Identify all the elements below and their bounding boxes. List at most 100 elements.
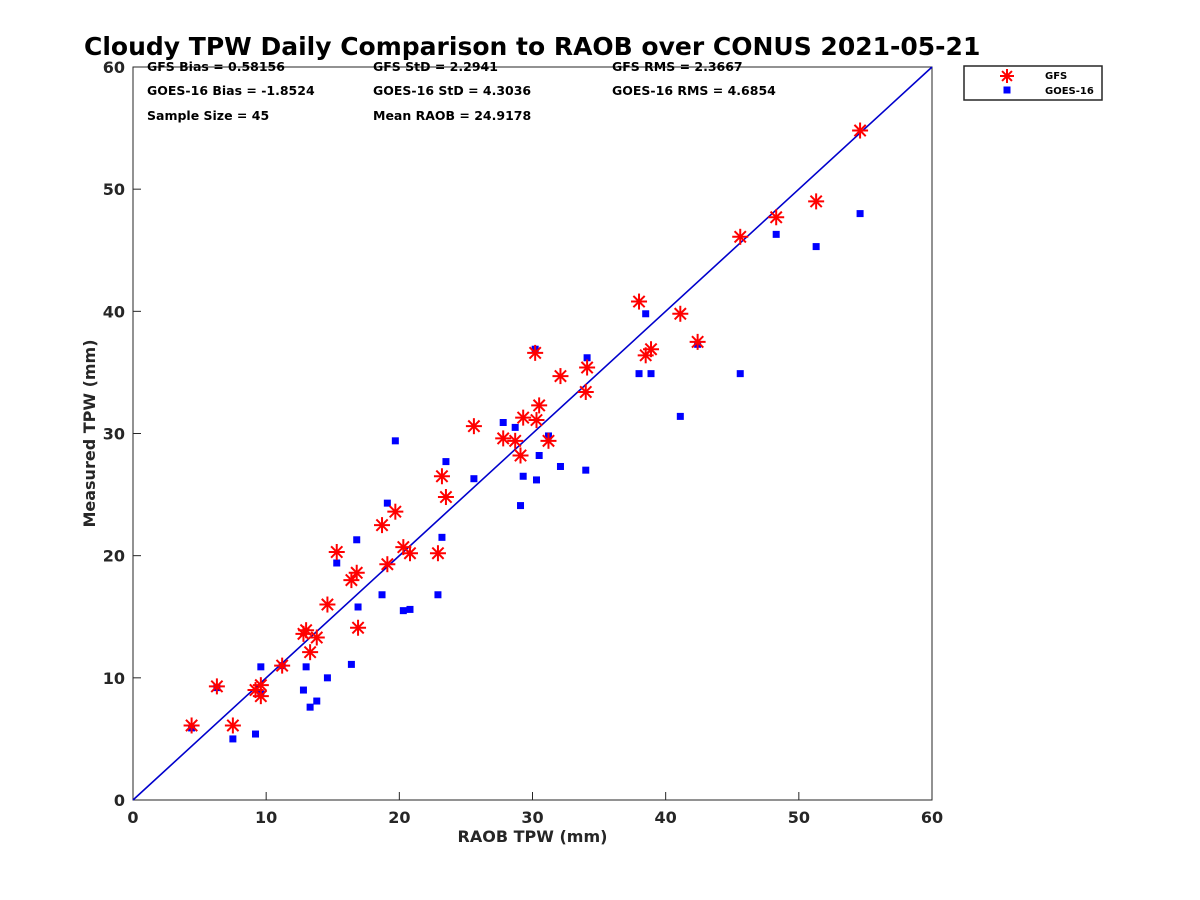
gfs-point [348, 564, 365, 581]
x-tick-label: 10 [255, 808, 277, 827]
series-goes16 [188, 210, 864, 743]
goes16-point [499, 419, 507, 427]
legend-gfs-label: GFS [1045, 71, 1067, 82]
legend-box [963, 65, 1103, 101]
one-to-one-line [132, 66, 933, 801]
gfs-point [319, 596, 336, 613]
gfs-point [433, 468, 450, 485]
gfs-point [528, 412, 545, 429]
y-tick-label: 0 [114, 791, 125, 810]
goes16-point [519, 472, 527, 480]
goes16-point [353, 536, 361, 544]
gfs-point [732, 228, 749, 245]
goes16-point [517, 502, 525, 510]
goes16-point [676, 412, 684, 420]
legend: GFS GOES-16 [963, 65, 1103, 101]
goes16-point [302, 663, 310, 671]
gfs-point [515, 409, 532, 426]
goes16-point [383, 499, 391, 507]
gfs-point [531, 397, 548, 414]
gfs-point [224, 717, 241, 734]
goes16-point [856, 210, 864, 218]
stat-text: GFS Bias = 0.58156 [147, 59, 285, 74]
stat-text: GOES-16 Bias = -1.8524 [147, 83, 315, 98]
stat-text: GOES-16 RMS = 4.6854 [612, 83, 776, 98]
gfs-point [852, 122, 869, 139]
goes16-point [378, 591, 386, 599]
goes16-point [442, 458, 450, 466]
goes16-point [812, 243, 820, 251]
x-tick-label: 0 [127, 808, 138, 827]
goes16-point [470, 475, 478, 483]
goes16-point [556, 462, 564, 470]
stat-text: Sample Size = 45 [147, 108, 269, 123]
data-marks [183, 122, 869, 743]
gfs-point [374, 517, 391, 534]
gfs-point [512, 447, 529, 464]
gfs-point [343, 572, 360, 589]
x-tick-label: 60 [921, 808, 943, 827]
goes16-point [229, 735, 237, 743]
stats-annotations: GFS Bias = 0.58156 GFS StD = 2.2941 GFS RM… [147, 59, 776, 123]
stat-text: GFS StD = 2.2941 [373, 59, 498, 74]
goes16-point [583, 354, 591, 362]
gfs-point [308, 629, 325, 646]
goes16-point [582, 466, 590, 474]
gfs-point [768, 209, 785, 226]
gfs-point [495, 430, 512, 447]
gfs-point [328, 544, 345, 561]
gfs-point [252, 677, 269, 694]
axis-ticks: 0 10 20 30 40 50 60 0 10 20 30 40 50 60 [103, 58, 943, 827]
gfs-point [429, 545, 446, 562]
gfs-point [208, 678, 225, 695]
gfs-point [387, 503, 404, 520]
gfs-point [527, 344, 544, 361]
x-axis-label: RAOB TPW (mm) [458, 827, 608, 846]
gfs-point [401, 545, 418, 562]
gfs-point [579, 359, 596, 376]
gfs-point [437, 489, 454, 506]
legend-gfs-marker [1000, 69, 1014, 83]
goes16-point [434, 591, 442, 599]
gfs-point [552, 368, 569, 385]
goes16-point [772, 230, 780, 238]
x-tick-label: 20 [388, 808, 410, 827]
goes16-point [391, 437, 399, 445]
goes16-point [313, 697, 321, 705]
goes16-point [635, 370, 643, 378]
gfs-point [350, 619, 367, 636]
goes16-point [399, 607, 407, 615]
y-tick-label: 60 [103, 58, 125, 77]
gfs-point [507, 432, 524, 449]
goes16-point [511, 423, 519, 431]
y-tick-label: 50 [103, 180, 125, 199]
gfs-point [808, 193, 825, 210]
y-tick-label: 40 [103, 302, 125, 321]
legend-goes16-label: GOES-16 [1045, 86, 1094, 97]
gfs-point [540, 432, 557, 449]
goes16-point [333, 559, 341, 567]
goes16-point [647, 370, 655, 378]
gfs-point [643, 341, 660, 358]
gfs-point [577, 383, 594, 400]
y-tick-label: 20 [103, 547, 125, 566]
gfs-point [302, 644, 319, 661]
goes16-point [736, 370, 744, 378]
gfs-point [379, 556, 396, 573]
stat-text: GFS RMS = 2.3667 [612, 59, 743, 74]
goes16-point [535, 451, 543, 459]
y-tick-label: 30 [103, 425, 125, 444]
goes16-point [532, 476, 540, 484]
gfs-point [465, 418, 482, 435]
gfs-point [274, 657, 291, 674]
stat-text: GOES-16 StD = 4.3036 [373, 83, 531, 98]
stat-text: Mean RAOB = 24.9178 [373, 108, 531, 123]
goes16-point [347, 660, 355, 668]
x-tick-label: 30 [521, 808, 543, 827]
goes16-point [438, 533, 446, 541]
gfs-point [689, 333, 706, 350]
gfs-point [672, 305, 689, 322]
gfs-point [631, 293, 648, 310]
goes16-point [252, 730, 260, 738]
